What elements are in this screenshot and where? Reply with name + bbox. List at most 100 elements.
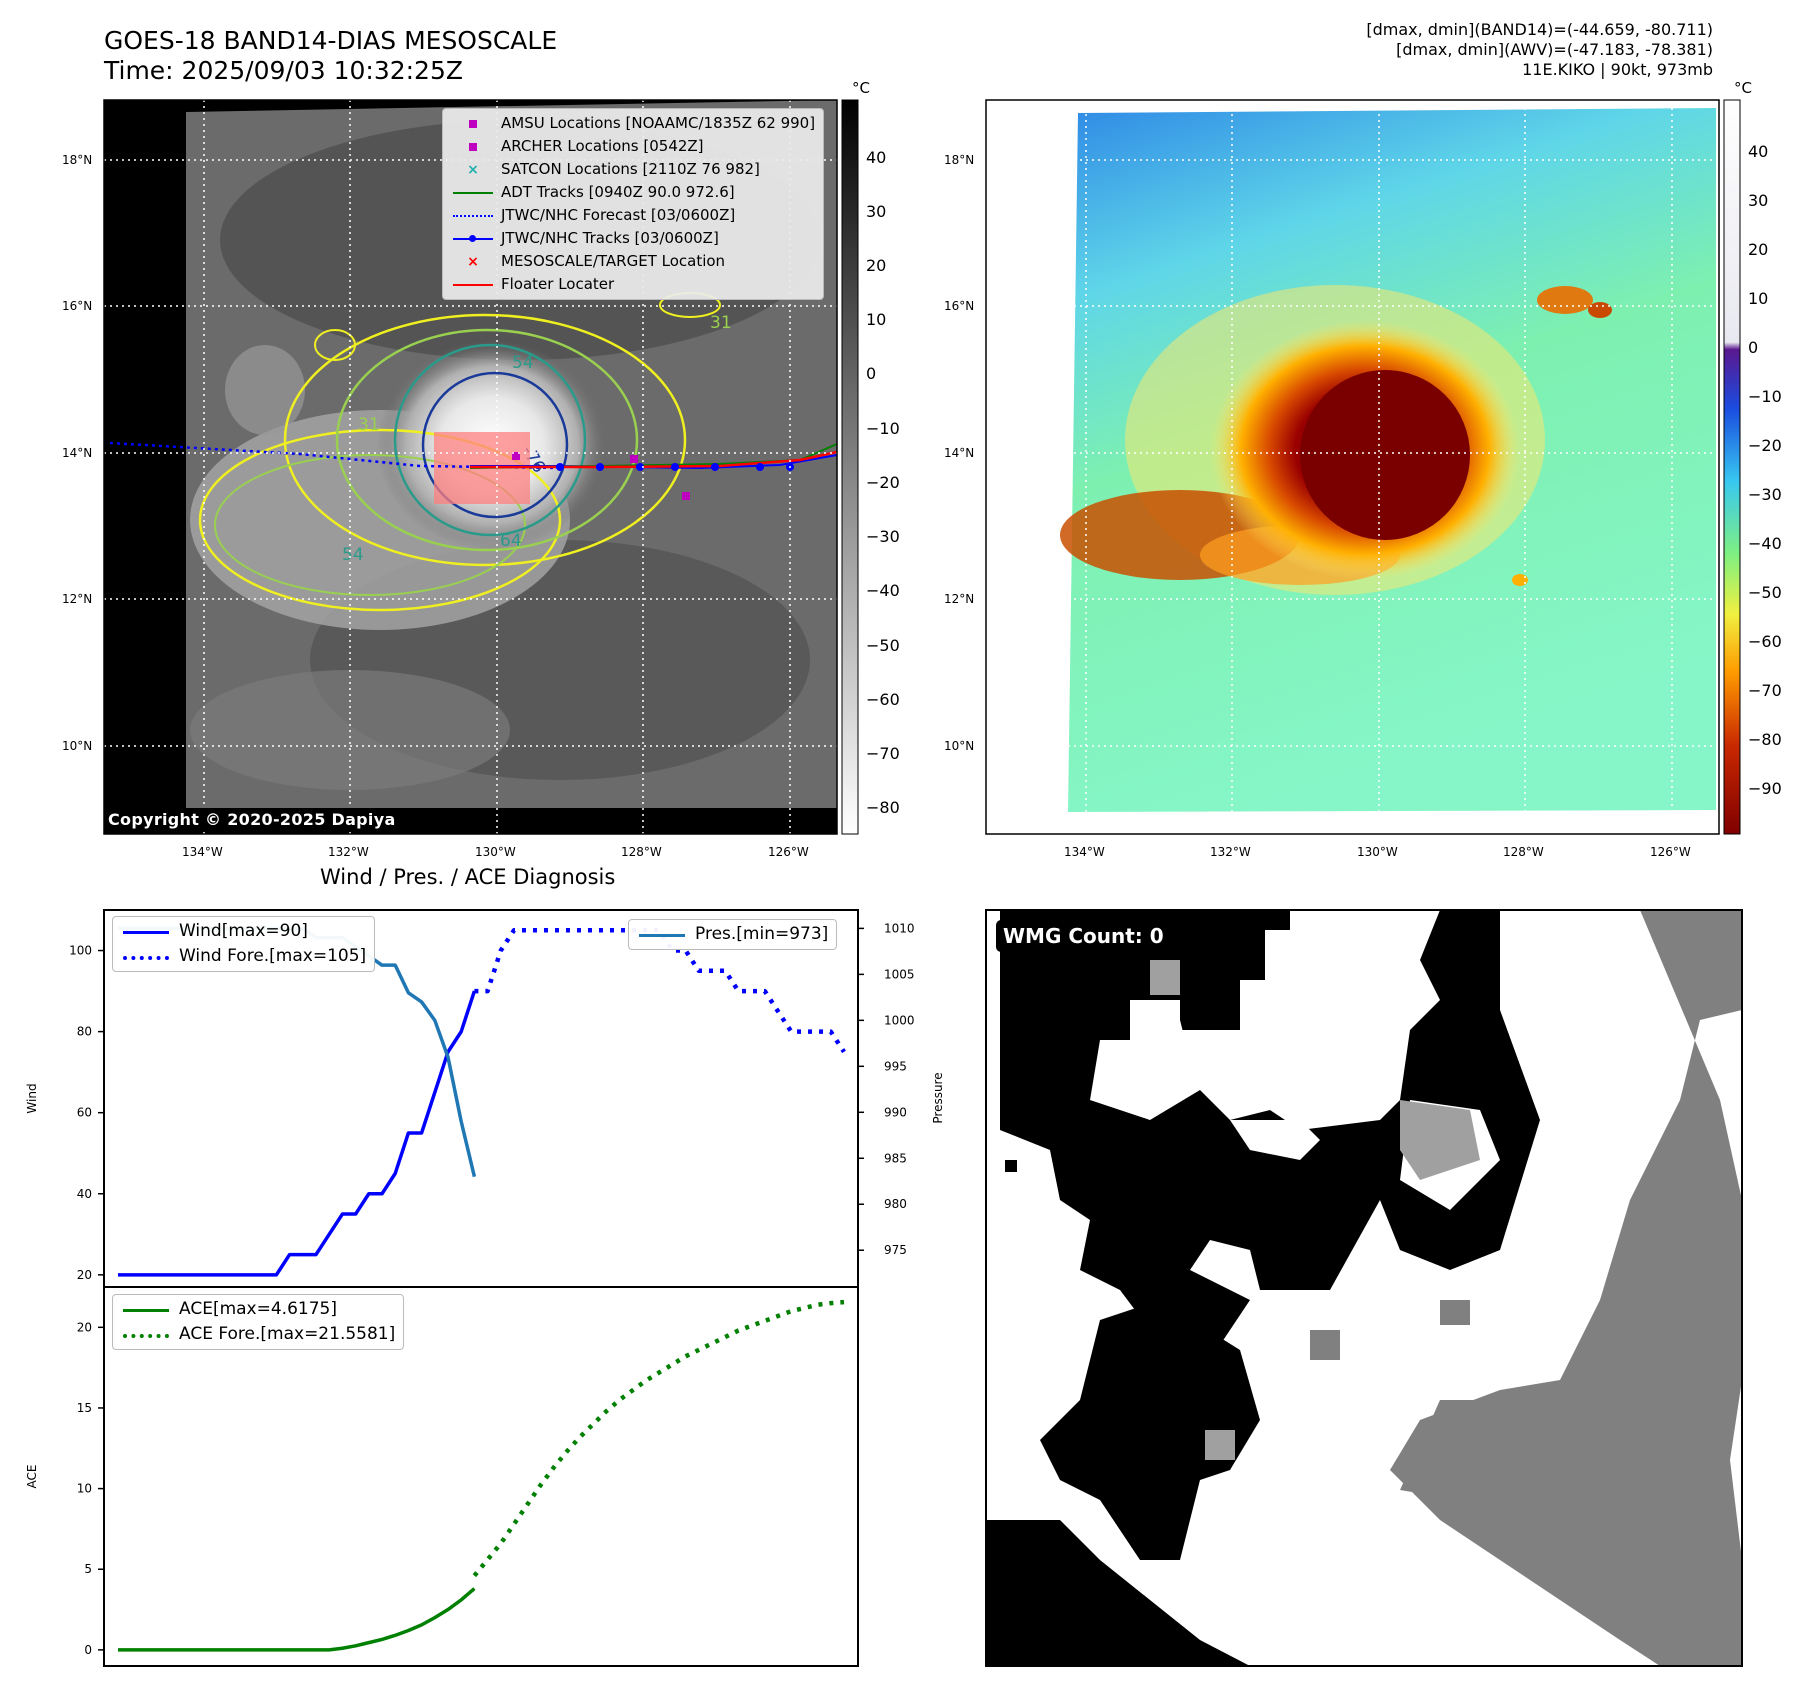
stats-line-2: [dmax, dmin](AWV)=(-47.183, -78.381) (1396, 40, 1713, 59)
diagnosis-title: Wind / Pres. / ACE Diagnosis (320, 865, 616, 889)
lat-label: 18°N (62, 153, 92, 167)
legend-item-target: × MESOSCALE/TARGET Location (467, 252, 726, 270)
figure-stats: [dmax, dmin](BAND14)=(-44.659, -80.711) … (1366, 20, 1713, 80)
ace-axis-ytick-label: 15 (77, 1401, 92, 1415)
ir-cbar-tick: 30 (866, 202, 886, 221)
stats-line-3: 11E.KIKO | 90kt, 973mb (1522, 60, 1713, 79)
title-line-2: Time: 2025/09/03 10:32:25Z (104, 56, 463, 85)
pressure-ylabel: Pressure (931, 1072, 945, 1123)
lat-label: 14°N (62, 446, 92, 460)
ace-legend: ACE[max=4.6175] ACE Fore.[max=21.5581] (112, 1294, 405, 1350)
ir-cbar-tick: −40 (866, 581, 900, 600)
awv-cbar-tick: −60 (1748, 632, 1782, 651)
legend-item-ace: ACE[max=4.6175] (121, 1297, 395, 1322)
lon-label: 128°W (621, 845, 662, 859)
ace-axis-ytick-label: 10 (77, 1482, 92, 1496)
lat-label: 18°N (944, 153, 974, 167)
lon-label: 130°W (475, 845, 516, 859)
figure-title: GOES-18 BAND14-DIAS MESOSCALE Time: 2025… (104, 26, 557, 86)
title-line-1: GOES-18 BAND14-DIAS MESOSCALE (104, 26, 558, 55)
ir-cbar-tick: 10 (866, 310, 886, 329)
wind-axis-ytick-label: 60 (77, 1106, 92, 1120)
lon-label: 132°W (1210, 845, 1251, 859)
awv-cbar-tick: 10 (1748, 289, 1768, 308)
ir-cbar-tick: −70 (866, 744, 900, 763)
wind-axis-ytick-label: 100 (69, 944, 92, 958)
awv-cbar-tick: −80 (1748, 730, 1782, 749)
wmg-map (985, 909, 1743, 1667)
awv-cbar-tick: −70 (1748, 681, 1782, 700)
legend-item-adt: ADT Tracks [0940Z 90.0 972.6] (451, 181, 815, 204)
lon-label: 126°W (1650, 845, 1691, 859)
stats-line-1: [dmax, dmin](BAND14)=(-44.659, -80.711) (1366, 20, 1713, 39)
pressure-ytick-label: 1005 (884, 967, 915, 981)
ir-cbar-tick: −10 (866, 419, 900, 438)
ace-line-dotted (472, 1299, 845, 1578)
ace-axis-ytick-label: 0 (84, 1643, 92, 1657)
lon-label: 134°W (182, 845, 223, 859)
lat-label: 14°N (944, 446, 974, 460)
lat-label: 16°N (944, 299, 974, 313)
pressure-ytick-label: 980 (884, 1197, 907, 1211)
legend-item-satcon: × SATCON Locations [2110Z 76 982] (467, 160, 760, 178)
series-line-dotted (474, 928, 846, 1054)
legend-item-forecast: JTWC/NHC Forecast [03/0600Z] (451, 204, 815, 227)
ir-cbar-tick: 0 (866, 364, 876, 383)
awv-cbar-tick: −20 (1748, 436, 1782, 455)
awv-cbar-tick: 40 (1748, 142, 1768, 161)
ir-cbar-tick: 40 (866, 148, 886, 167)
ir-cbar-tick: −50 (866, 636, 900, 655)
ir-colorbar: 40 30 20 10 0 −10 −20 −30 −40 −50 −60 −7… (841, 79, 900, 835)
awv-cbar-tick: −10 (1748, 387, 1782, 406)
lat-label: 12°N (944, 592, 974, 606)
ir-cbar-tick: 20 (866, 256, 886, 275)
wind-axis-ytick-label: 20 (77, 1268, 92, 1282)
lon-label: 128°W (1503, 845, 1544, 859)
lon-label: 134°W (1064, 845, 1105, 859)
series-line-solid (118, 990, 477, 1277)
legend-item-tracks: JTWC/NHC Tracks [03/0600Z] (451, 227, 815, 250)
ace-line-solid (118, 1587, 476, 1652)
copyright-label: Copyright © 2020-2025 Dapiya (104, 808, 400, 831)
awv-cbar-tick: 0 (1748, 338, 1758, 357)
lat-label: 10°N (944, 739, 974, 753)
pressure-ytick-label: 990 (884, 1105, 907, 1119)
legend-item-amsu: AMSU Locations [NOAAMC/1835Z 62 990] (451, 112, 815, 135)
contour-label: 31 (358, 415, 380, 435)
awv-cbar-tick: −40 (1748, 534, 1782, 553)
legend-item-wind: Wind[max=90] (121, 919, 366, 944)
wind-axis-ytick-label: 40 (77, 1187, 92, 1201)
awv-map (985, 99, 1720, 835)
pressure-ytick-label: 1010 (884, 921, 915, 935)
ace-axis-ytick-label: 20 (77, 1320, 92, 1334)
pressure-ytick-label: 985 (884, 1151, 907, 1165)
pressure-ytick-label: 975 (884, 1243, 907, 1257)
contour-label: 64 (500, 531, 522, 551)
wind-axis-ytick-label: 80 (77, 1025, 92, 1039)
ace-axis-frame (103, 1286, 859, 1667)
ir-axis-labels: 18°N 16°N 14°N 12°N 10°N 134°W 132°W 130… (62, 153, 809, 859)
wind-legend: Wind[max=90] Wind Fore.[max=105] (112, 916, 376, 972)
legend-item-archer: ARCHER Locations [0542Z] (451, 135, 815, 158)
ir-cbar-tick: −80 (866, 798, 900, 817)
pressure-ytick-label: 1000 (884, 1013, 915, 1027)
pressure-ytick-label: 995 (884, 1059, 907, 1073)
contour-label: 54 (512, 353, 534, 373)
lat-label: 10°N (62, 739, 92, 753)
lat-label: 12°N (62, 592, 92, 606)
awv-cbar-tick: −50 (1748, 583, 1782, 602)
contour-label: 54 (342, 545, 364, 565)
ace-axis-ytick-label: 5 (84, 1562, 92, 1576)
awv-colorbar: 40 30 20 10 0 −10 −20 −30 −40 −50 −60 −7… (1723, 79, 1782, 835)
lon-label: 126°W (768, 845, 809, 859)
lon-label: 132°W (328, 845, 369, 859)
lat-label: 16°N (62, 299, 92, 313)
legend-item-wind-forecast: Wind Fore.[max=105] (121, 944, 366, 969)
lon-label: 130°W (1357, 845, 1398, 859)
awv-cbar-tick: −30 (1748, 485, 1782, 504)
legend-item-ace-forecast: ACE Fore.[max=21.5581] (121, 1322, 395, 1347)
legend-item-pressure: Pres.[min=973] (637, 922, 828, 947)
wind-axis-ylabel: Wind (25, 1083, 39, 1113)
